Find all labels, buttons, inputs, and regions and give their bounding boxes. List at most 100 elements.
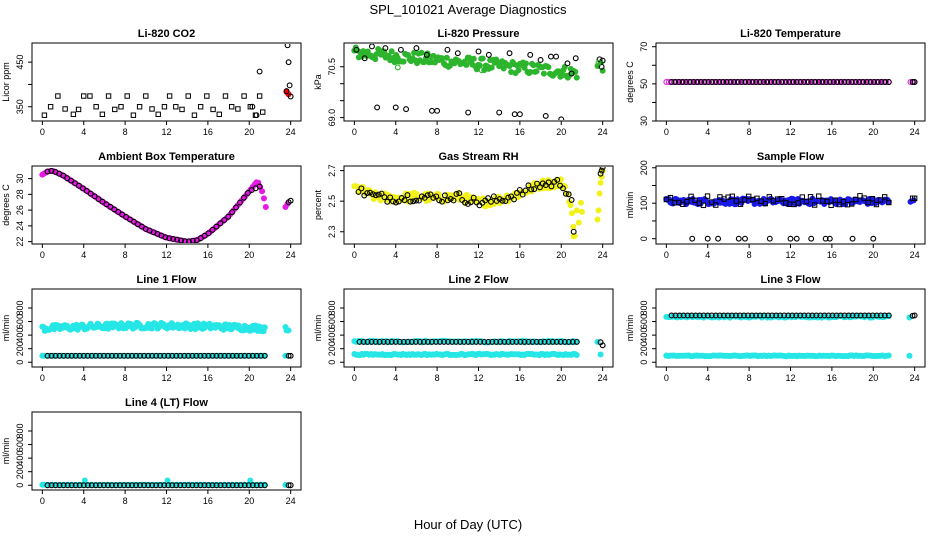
data-point [786, 79, 793, 85]
data-point [225, 352, 232, 359]
data-point [829, 312, 836, 319]
data-point [517, 338, 524, 345]
data-point [93, 104, 99, 110]
data-point [355, 188, 362, 195]
data-point [108, 482, 115, 489]
y-tick-label: 30 [639, 116, 649, 126]
data-point [191, 112, 198, 118]
data-point [112, 352, 119, 359]
data-point [453, 338, 460, 345]
data-point [401, 197, 408, 204]
x-tick-label: 0 [352, 127, 357, 137]
y-tick-label: 400 [327, 328, 337, 343]
x-tick-label: 4 [705, 250, 710, 260]
y-tick-label: 800 [639, 300, 649, 315]
y-axis-label: kPa [313, 74, 323, 90]
data-point [56, 482, 63, 489]
data-point [185, 238, 192, 243]
data-point [418, 193, 425, 200]
data-point [877, 197, 884, 203]
data-point [55, 93, 61, 99]
data-point [529, 338, 536, 345]
data-point [756, 79, 763, 85]
data-point [568, 210, 575, 217]
data-point [559, 72, 566, 79]
panel-line4: Line 4 (LT) Flow ml/min 0 4 8 12 16 20 24 0 200400… [1, 397, 302, 506]
data-point [262, 203, 269, 210]
data-point [832, 197, 838, 203]
y-tick-label: 200 [639, 341, 649, 356]
data-point [115, 209, 122, 215]
x-tick-label: 20 [868, 250, 878, 260]
data-point [793, 312, 800, 319]
data-point [249, 103, 256, 110]
data-point [499, 197, 506, 204]
panel-line3: Line 3 Flow ml/min 0 4 8 12 16 20 24 0 20040060080… [625, 274, 926, 383]
x-tick-label: 8 [435, 127, 440, 137]
y-tick-label: 0 [15, 483, 25, 488]
y-tick-label: 800 [15, 423, 25, 438]
data-point [141, 352, 148, 359]
data-point [542, 112, 549, 119]
x-tick-label: 8 [123, 127, 128, 137]
data-point [857, 312, 864, 319]
data-point [397, 46, 404, 53]
data-point [80, 482, 87, 489]
data-point [439, 198, 445, 205]
data-point [463, 62, 470, 69]
y-tick-label: 2.5 [327, 195, 337, 208]
data-point [52, 352, 59, 359]
data-point [683, 79, 690, 85]
data-point [72, 482, 79, 489]
data-point [569, 338, 576, 345]
y-axis-label: degrees C [1, 184, 11, 226]
data-point [565, 338, 572, 345]
y-tick-label: 350 [15, 99, 25, 114]
data-point [368, 338, 375, 345]
data-point [92, 352, 99, 359]
x-tick-label: 4 [705, 373, 710, 383]
x-tick-label: 16 [203, 373, 213, 383]
data-point [360, 338, 367, 345]
data-point [384, 338, 391, 345]
data-point [48, 482, 55, 489]
data-point [473, 338, 480, 345]
data-point [533, 68, 540, 75]
y-tick-label: 0 [639, 360, 649, 365]
data-point [376, 338, 383, 345]
data-point [860, 79, 866, 85]
data-point [906, 314, 913, 321]
data-point [287, 352, 294, 359]
data-point [729, 193, 735, 199]
data-point [865, 199, 871, 206]
data-point [906, 352, 913, 359]
data-point [528, 186, 535, 193]
data-point [121, 352, 127, 359]
data-point [450, 197, 457, 204]
x-tick-label: 12 [161, 127, 171, 137]
data-point [478, 67, 485, 74]
data-point [249, 482, 256, 489]
data-point [169, 482, 176, 489]
data-point [149, 352, 156, 359]
data-point [881, 194, 888, 200]
data-point [424, 338, 431, 345]
data-point [723, 79, 730, 85]
data-point [541, 338, 548, 345]
markers [351, 44, 606, 120]
x-tick-label: 24 [598, 250, 608, 260]
data-point [727, 79, 734, 85]
data-point [885, 79, 892, 85]
data-point [712, 79, 719, 85]
y-tick-label: 600 [15, 314, 25, 329]
y-tick-label: 400 [15, 328, 25, 343]
data-point [668, 79, 675, 85]
data-point [493, 338, 500, 345]
data-point [874, 79, 881, 85]
data-point [672, 79, 679, 85]
data-point [684, 199, 690, 205]
data-point [233, 482, 240, 489]
data-point [413, 197, 420, 204]
data-point [453, 191, 460, 197]
data-point [692, 312, 699, 319]
